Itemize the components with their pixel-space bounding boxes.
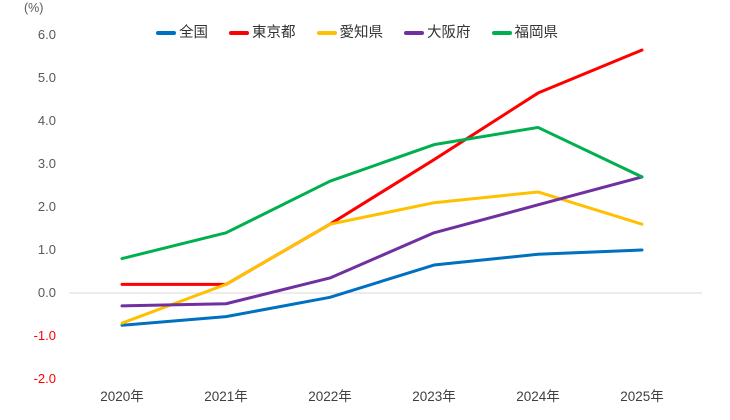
x-tick-label: 2022年: [308, 389, 352, 404]
x-tick-label: 2024年: [516, 389, 560, 404]
y-axis-unit-label: (%): [24, 1, 44, 15]
y-tick-label: 2.0: [37, 199, 56, 214]
legend-line-swatch-fukuoka: [491, 31, 512, 35]
legend-item-tokyo: 東京都: [229, 24, 296, 42]
y-tick-label: 0.0: [37, 285, 56, 300]
y-tick-label: 1.0: [37, 242, 56, 257]
legend-label: 東京都: [252, 25, 296, 41]
legend-item-zenkoku: 全国: [156, 24, 208, 42]
series-line-osaka: [120, 175, 644, 308]
legend-label: 愛知県: [339, 25, 384, 41]
y-tick-label: 4.0: [37, 113, 56, 128]
legend-label: 大阪府: [427, 25, 471, 41]
x-tick-label: 2025年: [620, 389, 664, 404]
y-tick-label: 3.0: [37, 156, 56, 171]
y-tick-label: 6.0: [37, 27, 56, 42]
legend-line-swatch-aichi: [316, 31, 337, 35]
series-line-zenkoku: [120, 248, 644, 327]
y-tick-label: -2.0: [33, 371, 56, 386]
series-line-aichi: [120, 190, 644, 325]
legend-item-aichi: 愛知県: [316, 24, 384, 42]
legend-item-fukuoka: 福岡県: [491, 24, 559, 42]
x-tick-label: 2020年: [100, 389, 144, 404]
legend-item-osaka: 大阪府: [404, 24, 471, 42]
series-line-fukuoka: [120, 125, 644, 261]
y-tick-label: -1.0: [33, 328, 56, 343]
legend-line-swatch-zenkoku: [156, 31, 176, 35]
legend-line-swatch-osaka: [404, 31, 424, 35]
legend-label: 福岡県: [514, 25, 559, 41]
legend-line-swatch-tokyo: [229, 31, 249, 35]
legend-label: 全国: [179, 25, 208, 41]
x-tick-label: 2021年: [204, 389, 248, 404]
series-line-tokyo: [120, 48, 644, 286]
y-tick-label: 5.0: [37, 70, 56, 85]
legend: 全国 東京都 愛知県 大阪府 福岡県: [156, 24, 558, 42]
x-tick-label: 2023年: [412, 389, 456, 404]
